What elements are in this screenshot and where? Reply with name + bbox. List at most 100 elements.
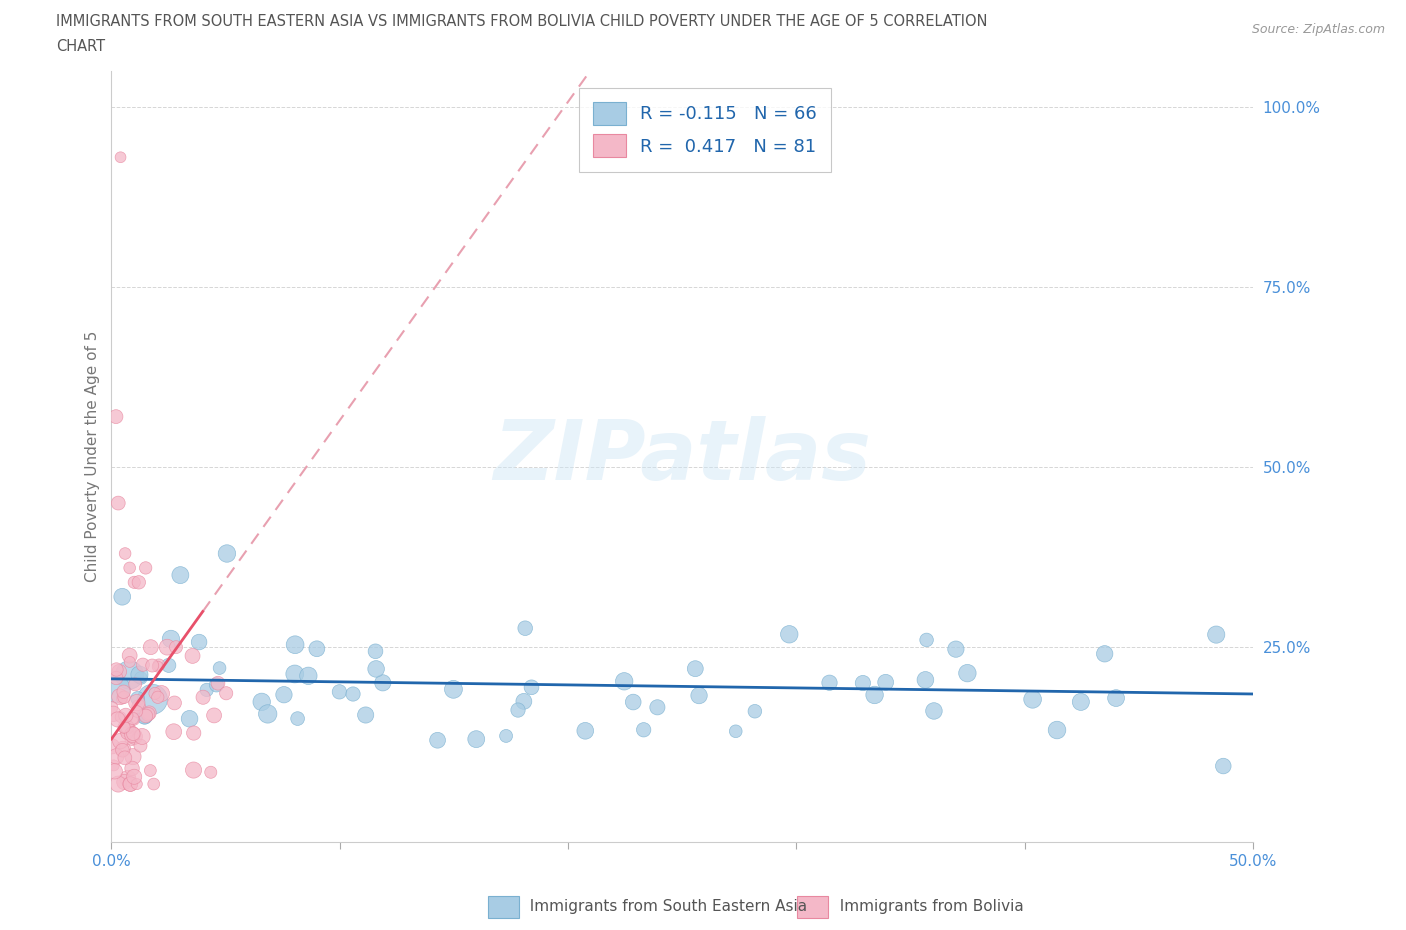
Point <box>112 775 135 790</box>
Point <box>104 409 127 424</box>
Point <box>118 648 141 663</box>
Point <box>125 777 148 791</box>
Point <box>132 658 155 672</box>
Y-axis label: Child Poverty Under the Age of 5: Child Poverty Under the Age of 5 <box>86 330 100 582</box>
Point <box>915 632 938 647</box>
Point <box>122 750 145 764</box>
Point <box>122 712 145 727</box>
Point <box>160 631 183 646</box>
Point <box>150 686 173 701</box>
Point <box>364 661 387 676</box>
Point <box>138 706 160 721</box>
Point <box>852 675 875 690</box>
Point <box>914 672 936 687</box>
Point <box>1205 627 1227 642</box>
Point <box>426 733 449 748</box>
Point <box>117 771 139 786</box>
Point <box>121 731 143 746</box>
Point <box>1046 723 1069 737</box>
Text: CHART: CHART <box>56 39 105 54</box>
Point <box>297 669 319 684</box>
Point <box>443 682 465 697</box>
Point <box>105 662 128 677</box>
Point <box>134 709 156 724</box>
Point <box>122 575 145 590</box>
Point <box>103 758 125 773</box>
Point <box>647 700 669 715</box>
Point <box>121 761 143 776</box>
Point <box>108 689 131 704</box>
Point <box>342 686 364 701</box>
Point <box>101 739 124 754</box>
Point <box>115 720 138 735</box>
Text: Immigrants from South Eastern Asia: Immigrants from South Eastern Asia <box>520 899 807 914</box>
Point <box>256 707 278 722</box>
Point <box>110 734 132 749</box>
Point <box>128 667 150 682</box>
Point <box>287 711 309 726</box>
Point <box>124 729 146 744</box>
Point <box>142 777 165 791</box>
Point <box>141 692 163 707</box>
Point <box>110 710 132 724</box>
Point <box>688 688 710 703</box>
Point <box>114 546 136 561</box>
Point <box>922 703 945 718</box>
Point <box>1021 692 1043 707</box>
Point <box>111 590 134 604</box>
Point <box>945 642 967 657</box>
Point <box>121 711 143 725</box>
Point <box>120 777 142 791</box>
Point <box>188 634 211 649</box>
Point <box>105 682 128 697</box>
Point <box>117 722 139 737</box>
Point <box>103 707 125 722</box>
Point <box>139 640 162 655</box>
Point <box>131 729 153 744</box>
Point <box>146 659 169 674</box>
Point <box>163 724 186 739</box>
Point <box>111 743 134 758</box>
Point <box>112 690 135 705</box>
Point <box>183 725 205 740</box>
Point <box>105 749 128 764</box>
Point <box>1070 695 1092 710</box>
Point <box>1105 691 1128 706</box>
Point <box>613 674 636 689</box>
Point <box>105 671 128 685</box>
Point <box>128 575 150 590</box>
Point <box>250 695 273 710</box>
Point <box>1094 646 1116 661</box>
Point <box>143 686 166 701</box>
Point <box>156 640 179 655</box>
Point <box>165 640 187 655</box>
Point <box>364 644 387 658</box>
Point <box>104 764 127 778</box>
Point <box>157 658 180 672</box>
Point <box>181 648 204 663</box>
Point <box>169 567 191 582</box>
Text: Immigrants from Bolivia: Immigrants from Bolivia <box>830 899 1024 914</box>
Point <box>183 763 205 777</box>
Point <box>108 664 131 679</box>
Point <box>148 658 170 672</box>
Point <box>114 708 136 723</box>
Point <box>200 764 222 779</box>
Point <box>195 683 218 698</box>
Point <box>128 699 150 714</box>
Point <box>875 675 897 690</box>
Text: ZIPatlas: ZIPatlas <box>494 416 872 497</box>
Point <box>506 703 529 718</box>
Point <box>118 561 141 576</box>
Point <box>118 655 141 670</box>
Point <box>354 708 377 723</box>
Legend: R = -0.115   N = 66, R =  0.417   N = 81: R = -0.115 N = 66, R = 0.417 N = 81 <box>579 87 831 172</box>
Point <box>112 741 135 756</box>
Point <box>129 671 152 685</box>
Point <box>724 724 747 738</box>
Point <box>146 690 169 705</box>
Point <box>205 677 228 692</box>
Point <box>207 676 229 691</box>
Point <box>125 696 148 711</box>
Point <box>101 700 124 715</box>
